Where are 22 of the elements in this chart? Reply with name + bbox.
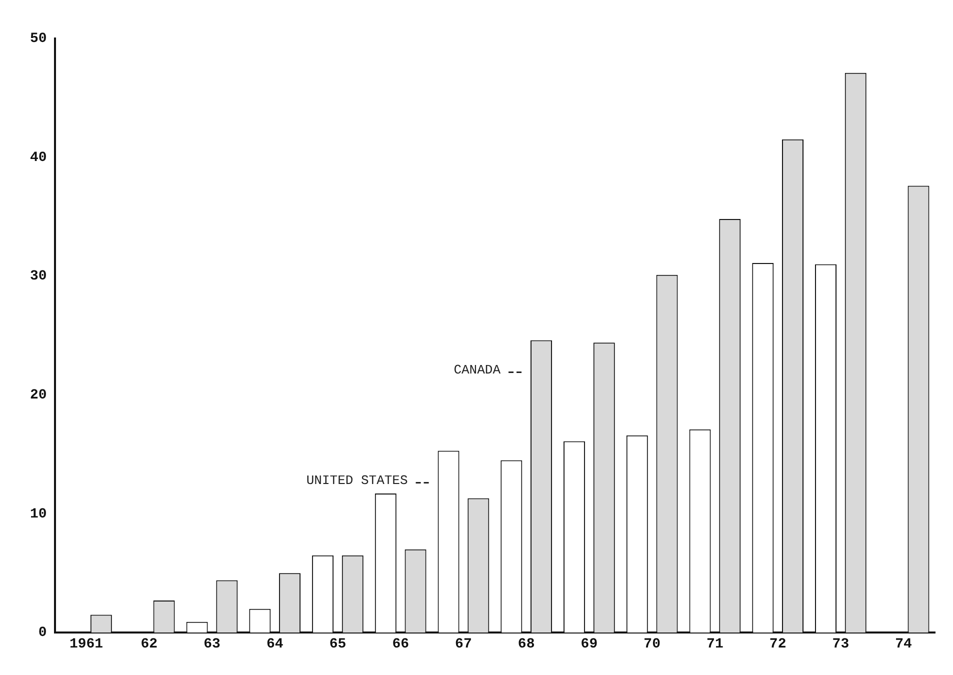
x-tick-label: 68 [518, 636, 535, 653]
x-tick-label: 71 [706, 636, 724, 653]
x-tick-label: 63 [204, 636, 220, 653]
y-tick-label: 30 [30, 268, 47, 285]
x-tick-label: 70 [644, 636, 660, 653]
y-tick-label: 20 [30, 387, 47, 404]
x-tick-label: 65 [329, 636, 346, 653]
y-tick-label: 50 [30, 30, 47, 47]
y-tick-label: 0 [38, 625, 47, 642]
x-tick-label: 67 [455, 636, 472, 653]
x-tick-label: 62 [140, 636, 158, 653]
x-tick-label: 66 [392, 636, 409, 653]
x-tick-label: 64 [266, 636, 284, 653]
text: CANADA [454, 362, 501, 378]
x-tick-label: 74 [895, 636, 912, 653]
x-tick-label: 73 [832, 636, 850, 653]
y-tick-label: 40 [30, 150, 47, 166]
x-tick-label: 69 [580, 636, 598, 653]
x-tick-label: 72 [769, 636, 786, 653]
y-tick-label: 10 [30, 506, 47, 522]
x-tick-label: 1961 [69, 636, 104, 653]
series-label: UNITED STATES [306, 473, 408, 488]
